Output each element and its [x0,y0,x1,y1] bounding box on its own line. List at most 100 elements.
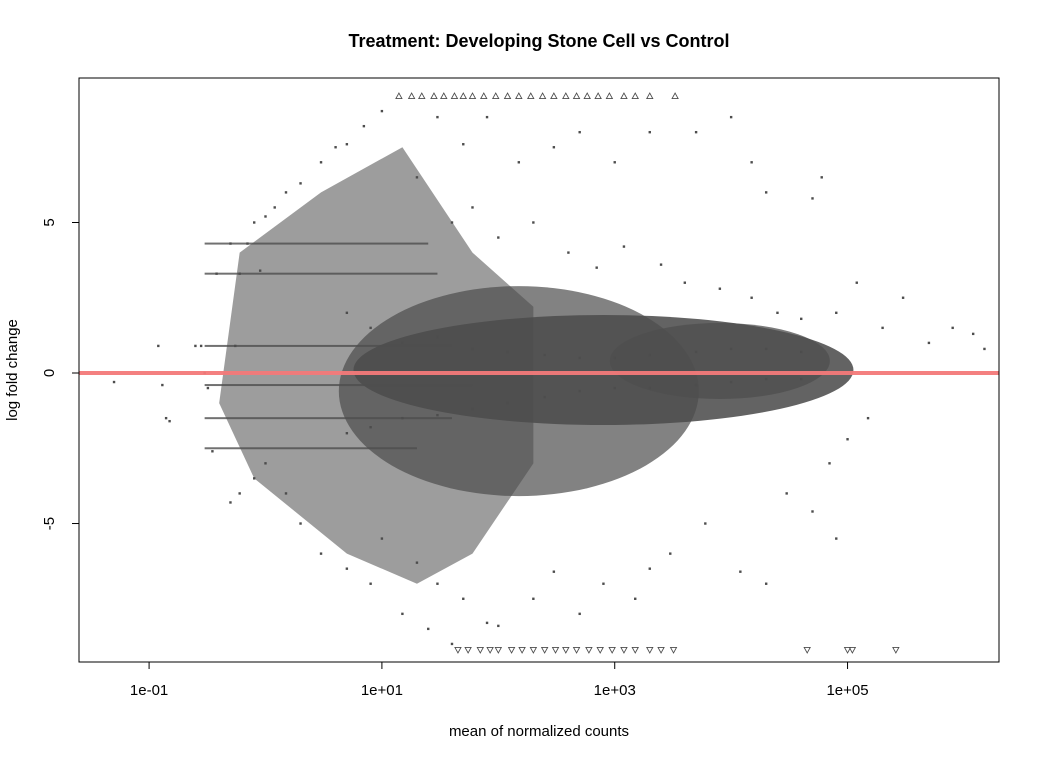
data-point [485,621,489,625]
chart-title: Treatment: Developing Stone Cell vs Cont… [348,31,729,51]
data-point [927,341,931,345]
data-point [345,567,349,570]
clipped-high-point [550,92,558,100]
low-count-stripe [204,242,429,245]
data-point [517,161,521,164]
clipped-low-point [585,647,593,654]
clipped-high-point [538,92,547,100]
data-point [215,272,218,275]
data-point [345,143,349,146]
clipped-low-point [596,647,604,654]
data-point [901,296,905,299]
data-point [729,380,733,384]
data-point [820,176,823,179]
y-tick-label: -5 [41,517,58,530]
data-point [866,416,870,420]
clipped-high-point [468,92,477,100]
clipped-low-point [669,647,678,654]
data-point [497,624,500,628]
low-count-stripe [204,447,417,450]
clipped-high-point [480,92,488,100]
data-point [543,395,546,399]
data-point [776,311,779,315]
data-point [436,413,439,417]
plot-frame [78,77,1000,663]
data-point [694,350,698,354]
data-point [659,263,663,266]
data-point [578,612,581,616]
data-point [855,281,858,284]
data-point [168,419,171,423]
data-point [199,344,203,348]
data-point [436,335,439,339]
data-point [273,206,276,209]
data-point [634,597,637,600]
data-point [764,191,768,194]
data-point [694,383,698,387]
y-tick-label: 5 [41,218,58,226]
data-point [613,161,616,164]
data-point [299,522,302,525]
data-point [194,344,197,348]
clipped-low-point [803,647,811,654]
data-point [369,582,372,585]
density-cloud-layer [204,147,854,584]
data-point [613,386,616,390]
data-point [971,332,975,336]
data-point [764,582,768,585]
data-point [362,124,366,128]
dense-right-cloud [609,322,830,399]
data-point [595,266,598,269]
data-point [211,450,214,453]
clipped-low-point [540,647,549,654]
clipped-low-point [507,647,516,654]
clipped-high-point [450,92,459,100]
data-point [450,642,454,646]
data-point [234,344,237,348]
data-point [552,146,556,149]
clipped-high-point [671,92,679,100]
clipped-high-point [572,92,581,100]
data-point [800,350,803,354]
data-point [471,206,474,209]
data-point [246,242,249,245]
x-axis-label: mean of normalized counts [449,723,629,740]
data-point [613,356,616,360]
low-count-stripe [204,272,438,275]
low-count-stripe [204,344,452,347]
data-point [380,537,384,540]
data-point [415,176,419,179]
data-point [648,130,651,134]
data-point [229,242,232,245]
data-point [229,501,232,504]
data-point [238,272,241,275]
data-point [811,197,814,200]
clipped-low-point [494,647,503,654]
data-point [718,287,722,290]
data-point [471,347,474,351]
data-point [648,567,651,570]
clipped-high-point [605,92,614,100]
data-point [729,347,733,351]
data-point [299,182,302,185]
data-point [506,350,509,354]
x-tick-label: 1e+05 [826,682,868,699]
data-point [543,353,546,357]
clipped-low-point [843,647,852,654]
data-point [951,326,954,330]
y-axis-label: log fold change [4,319,21,421]
data-point [427,627,430,631]
data-point [485,115,489,119]
data-point [380,109,384,113]
clipped-high-point [459,92,468,100]
clipped-low-point [518,647,526,654]
data-point [161,383,164,387]
data-point [319,552,323,555]
clipped-high-point [407,92,416,100]
clipped-high-point [527,92,535,100]
data-point [648,386,651,390]
clipped-low-point [572,647,581,654]
data-point [739,570,742,573]
